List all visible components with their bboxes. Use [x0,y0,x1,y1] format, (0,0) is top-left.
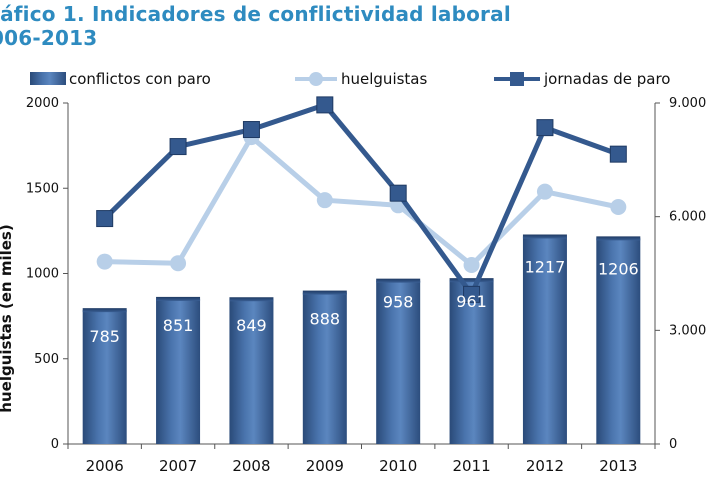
jornadas-de-paro-point-2006 [96,210,114,228]
legend-item-jornadas-de-paro: jornadas de paro [494,70,671,88]
jornadas-de-paro-point-2013 [609,145,627,163]
legend-item-conflictos-con-paro: conflictos con paro [30,70,211,88]
x-tick-label: 2006 [86,457,124,475]
bar-2010 [376,280,421,444]
chart-title-line-2: 006-2013 [0,26,98,50]
bar-2006 [82,310,127,444]
data-labels: 785 851 849 888 958 961 1217 1206 [89,258,638,346]
x-tick-label: 2013 [599,457,637,475]
bar-top-2012 [522,234,567,239]
data-label-2008: 849 [236,316,267,335]
jornadas-de-paro-point-2007 [169,138,187,156]
legend-label: jornadas de paro [543,70,671,88]
x-tick-label: 2008 [232,457,270,475]
bar-top-2010 [376,278,421,283]
bar-top-2007 [156,296,201,301]
huelguistas-point-2006 [96,253,113,270]
bar-2009 [302,292,347,444]
legend-swatch-marker [510,72,524,86]
jornadas-de-paro-point-2009 [316,96,334,114]
bar-top-2008 [229,297,274,302]
data-label-2013: 1206 [598,259,639,278]
bar-top-2013 [596,236,641,241]
x-tick-label: 2007 [159,457,197,475]
y2-tick-label: 9.000 [669,96,706,111]
data-label-2006: 785 [89,327,120,346]
legend-swatch-bar [30,72,66,85]
legend-label: huelguistas [341,70,427,88]
bar-2008 [229,299,274,444]
bar-top-2011 [449,278,494,283]
y-tick-label: 1500 [26,181,59,196]
data-label-2009: 888 [310,310,341,329]
jornadas-de-paro-point-2010 [389,184,407,202]
y-axis-title: huelguistas (en miles) [0,224,15,412]
huelguistas-point-2009 [316,192,333,209]
bar-2011 [449,280,494,444]
data-label-2010: 958 [383,293,414,312]
jornadas-de-paro-point-2008 [242,121,260,139]
y-tick-label: 2000 [26,96,59,111]
legend-swatch-marker [309,72,323,86]
chart-title-line-1: ráfico 1. Indicadores de conflictividad … [0,2,511,26]
bar-2012 [522,236,567,444]
huelguistas-line [104,134,619,268]
chart-title: ráfico 1. Indicadores de conflictividad … [0,2,511,50]
bar-2007 [156,298,201,444]
y2-tick-label: 6.000 [669,210,706,225]
y2-tick-label: 0 [669,437,677,452]
x-tick-label: 2012 [526,457,564,475]
legend-item-huelguistas: huelguistas [295,70,427,88]
bar-2013 [596,238,641,444]
bar-top-2009 [302,290,347,295]
y-tick-label: 1000 [26,267,59,282]
y-tick-label: 500 [34,352,59,367]
huelguistas-point-2011 [463,256,480,273]
jornadas-de-paro-point-2012 [536,119,554,137]
data-label-2011: 961 [456,292,487,311]
huelguistas-point-2013 [610,199,627,216]
y-tick-label: 0 [51,437,59,452]
lines [96,96,627,303]
data-label-2012: 1217 [525,258,566,277]
x-tick-label: 2010 [379,457,417,475]
data-label-2007: 851 [163,316,194,335]
jornadas-de-paro-point-2011 [463,285,481,303]
x-tick-label: 2009 [306,457,344,475]
huelguistas-point-2012 [536,183,553,200]
legend-label: conflictos con paro [69,70,211,88]
huelguistas-point-2007 [170,255,187,272]
y2-tick-label: 3.000 [669,323,706,338]
bars [82,234,641,444]
legend: conflictos con paro huelguistas jornadas d… [30,70,671,88]
jornadas-de-paro-line [102,102,620,297]
bar-top-2006 [82,308,127,313]
x-tick-label: 2011 [452,457,490,475]
